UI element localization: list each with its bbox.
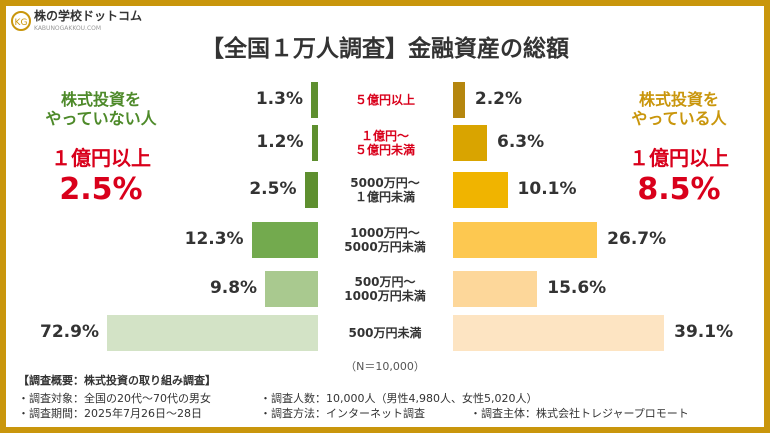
right-header: 株式投資を やっている人 <box>631 90 727 129</box>
value-label: 1.3% <box>255 89 303 109</box>
value-label: 15.6% <box>547 278 607 298</box>
value-label: 9.8% <box>209 278 258 298</box>
footer-heading: 【調査概要：株式投資の取り組み調査】 <box>18 374 216 387</box>
bar <box>304 172 318 208</box>
logo: 株の学校ドットコム <box>34 9 143 23</box>
footer-item: ・調査方法：インターネット調査 <box>260 407 425 420</box>
bar <box>311 125 318 161</box>
footer-item: ・調査期間：2025年7月26日～28日 <box>18 407 202 420</box>
logo-sub: KABUNOGAKKOU.COM <box>34 25 102 32</box>
bar <box>453 271 538 307</box>
value-label: 12.3% <box>184 229 244 249</box>
category-label: 5000万円～ １億円未満 <box>350 175 420 204</box>
logo-icon: KG <box>11 11 31 31</box>
bar <box>453 172 508 208</box>
right-highlight-label: １億円以上 <box>629 146 729 170</box>
value-label: 39.1% <box>674 322 734 342</box>
category-label: 500万円～ 1000万円未満 <box>344 274 426 303</box>
bar <box>453 222 598 258</box>
footer-item: ・調査主体：株式会社トレジャープロモート <box>470 407 689 420</box>
left-highlight-value: 2.5% <box>59 172 143 207</box>
bar <box>265 271 318 307</box>
right-highlight-value: 8.5% <box>637 172 721 207</box>
category-label: 500万円未満 <box>348 325 422 340</box>
category-label: 1000万円～ 5000万円未満 <box>344 225 426 254</box>
bar <box>453 315 665 351</box>
bar <box>310 82 318 118</box>
footer-item: ・調査対象：全国の20代～70代の男女 <box>18 392 211 405</box>
value-label: 6.3% <box>497 132 545 152</box>
value-label: 10.1% <box>517 179 577 199</box>
bar <box>107 315 318 351</box>
left-highlight-label: １億円以上 <box>51 146 151 170</box>
value-label: 2.5% <box>249 179 297 199</box>
note: （N＝10,000） <box>345 360 425 373</box>
value-label: 26.7% <box>607 229 667 249</box>
bar <box>453 82 465 118</box>
bar <box>453 125 488 161</box>
title: 【全国１万人調査】金融資産の総額 <box>201 36 569 62</box>
category-label: ５億円以上 <box>354 92 415 107</box>
category-label: １億円～ ５億円未満 <box>354 128 415 157</box>
value-label: 1.2% <box>256 132 304 152</box>
bar <box>251 222 318 258</box>
left-header: 株式投資を やっていない人 <box>45 90 157 129</box>
footer-item: ・調査人数：10,000人（男性4,980人、女性5,020人） <box>260 392 538 405</box>
value-label: 2.2% <box>474 89 523 109</box>
value-label: 72.9% <box>40 322 99 342</box>
svg-text:KG: KG <box>15 18 28 28</box>
left-bar-area <box>107 6 318 427</box>
